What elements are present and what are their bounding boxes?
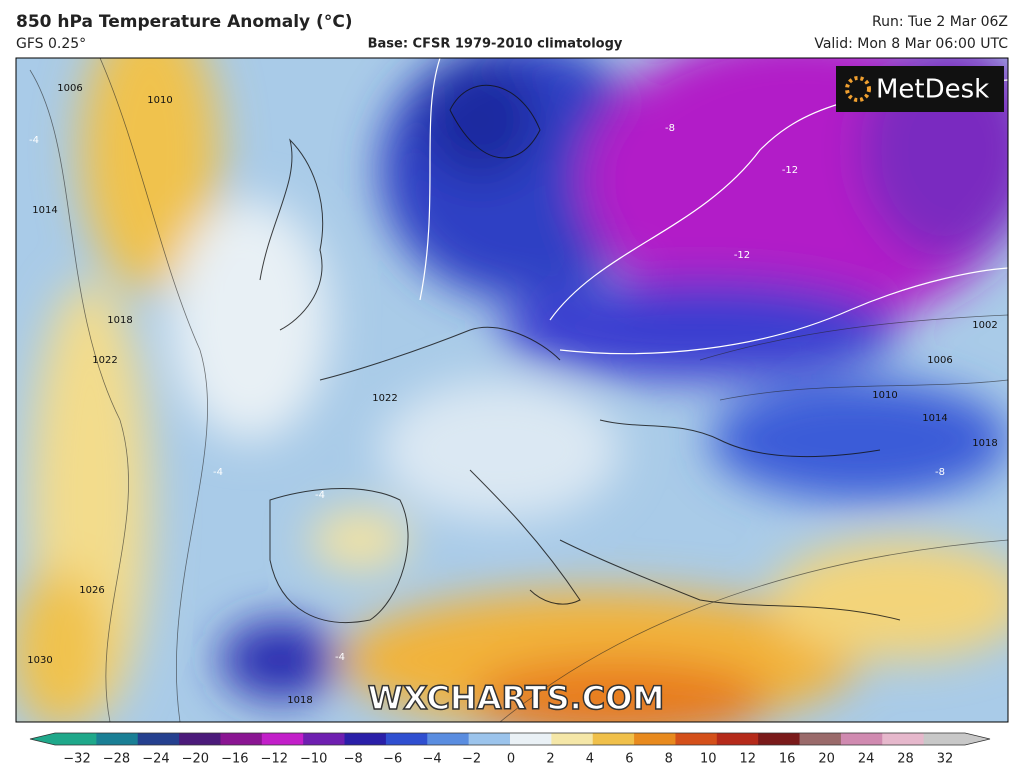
anomaly-label: -4 <box>315 490 325 501</box>
colorbar-segment <box>758 733 801 745</box>
colorbar-segment <box>220 733 263 745</box>
colorbar-segment <box>716 733 759 745</box>
colorbar-tick-label: 4 <box>586 752 594 767</box>
map-frame <box>15 57 1009 723</box>
isobar-label: 1010 <box>147 95 172 106</box>
colorbar-end <box>30 733 55 745</box>
colorbar-tick-label: 16 <box>779 752 796 767</box>
anomaly-field <box>16 58 1008 722</box>
isobar-label: 1022 <box>372 393 397 404</box>
logo: MetDesk <box>876 75 989 105</box>
colorbar-segment <box>427 733 470 745</box>
anomaly-label: -12 <box>734 250 750 261</box>
anomaly-label: -12 <box>782 165 798 176</box>
colorbar-tick-label: 8 <box>665 752 673 767</box>
colorbar-segment <box>799 733 842 745</box>
colorbar-segment <box>303 733 346 745</box>
colorbar-tick-label: −2 <box>462 752 481 767</box>
anomaly-label: -4 <box>335 652 345 663</box>
coastlines <box>259 84 901 623</box>
colorbar-tick-label: −28 <box>103 752 130 767</box>
isobar-label: 1002 <box>972 320 997 331</box>
colorbar-tick-label: 12 <box>739 752 756 767</box>
colorbar-tick-label: −20 <box>182 752 209 767</box>
colorbar-segment <box>385 733 428 745</box>
isobar-label: 1014 <box>922 413 947 424</box>
colorbar-tick-label: 28 <box>897 752 914 767</box>
colorbar-outline <box>29 732 991 746</box>
colorbar-tick-label: 32 <box>937 752 954 767</box>
model: GFS 0.25° <box>16 36 86 52</box>
colorbar-tick-label: −6 <box>383 752 402 767</box>
colorbar-segment <box>675 733 718 745</box>
colorbar-tick-label: −8 <box>344 752 363 767</box>
colorbar-tick-label: 2 <box>546 752 554 767</box>
colorbar-segment <box>261 733 304 745</box>
isobar-label: 1030 <box>27 655 52 666</box>
colorbar-tick-label: −4 <box>423 752 442 767</box>
anomaly-label: -8 <box>665 123 675 134</box>
colorbar-tick-label: 10 <box>700 752 717 767</box>
base: Base: CFSR 1979-2010 climatology <box>368 37 623 52</box>
colorbar-segment <box>923 733 966 745</box>
title: 850 hPa Temperature Anomaly (°C) <box>16 12 353 32</box>
colorbar-segment <box>634 733 676 745</box>
isobar-label: 1006 <box>927 355 952 366</box>
colorbar-segment <box>137 733 180 745</box>
colorbar-segment <box>179 733 221 745</box>
colorbar: −32 −28 −24 −20 −16 −12 −10 −8 −6 −4 −2 0 2 4 6 8 10 12 16… <box>29 732 991 767</box>
anomaly-label: -4 <box>29 135 39 146</box>
map: 1006 1010 1014 1018 1022 1022 1026 1030 1018 1002… <box>16 58 1008 722</box>
colorbar-segment <box>882 733 925 745</box>
colorbar-tick-label: 6 <box>625 752 633 767</box>
valid: Valid: Mon 8 Mar 06:00 UTC <box>814 36 1008 52</box>
colorbar-end <box>965 733 990 745</box>
colorbar-segment <box>96 733 139 745</box>
colorbar-segment <box>551 733 594 745</box>
isobar-label: 1018 <box>287 695 312 706</box>
logo-box <box>836 66 1004 112</box>
anomaly-label: -4 <box>213 467 223 478</box>
colorbar-tick-label: −32 <box>63 752 90 767</box>
colorbar-tick-label: 20 <box>818 752 835 767</box>
isobar-label: 1022 <box>92 355 117 366</box>
isobars <box>29 58 1008 722</box>
colorbar-tick-label: 24 <box>858 752 875 767</box>
run: Run: Tue 2 Mar 06Z <box>872 14 1008 30</box>
colorbar-segment <box>55 733 97 745</box>
isobar-label: 1010 <box>872 390 897 401</box>
anomaly-label: -8 <box>935 467 945 478</box>
isobar-label: 1006 <box>57 83 82 94</box>
watermark: WXCHARTS.COM <box>368 679 665 717</box>
colorbar-segment <box>592 733 635 745</box>
colorbar-tick-label: −16 <box>221 752 248 767</box>
colorbar-segment <box>510 733 552 745</box>
colorbar-segment <box>840 733 883 745</box>
colorbar-tick-label: −24 <box>142 752 169 767</box>
isobar-label: 1018 <box>107 315 132 326</box>
colorbar-segment <box>344 733 387 745</box>
colorbar-segment <box>468 733 511 745</box>
colorbar-tick-label: −12 <box>261 752 288 767</box>
isobar-label: 1018 <box>972 438 997 449</box>
isobar-label: 1026 <box>79 585 104 596</box>
logo-icon <box>845 76 871 102</box>
colorbar-tick-label: −10 <box>300 752 327 767</box>
isobar-label: 1014 <box>32 205 57 216</box>
colorbar-tick-label: 0 <box>507 752 515 767</box>
